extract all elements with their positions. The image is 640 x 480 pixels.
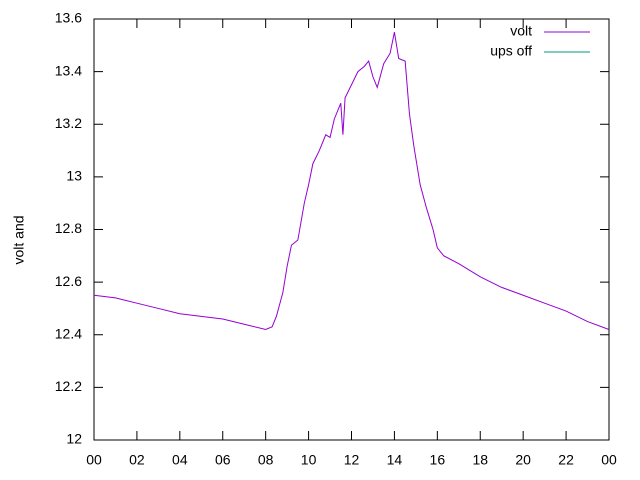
y-tick-label: 13.2 <box>55 115 82 131</box>
y-tick-label: 12.4 <box>55 325 82 341</box>
x-tick-label: 12 <box>344 452 360 468</box>
y-axis-label: volt and <box>11 215 27 264</box>
x-tick-label: 22 <box>558 452 574 468</box>
x-tick-label: 10 <box>301 452 317 468</box>
y-tick-label: 12.2 <box>55 378 82 394</box>
x-tick-label: 08 <box>258 452 274 468</box>
legend-label: volt <box>510 23 532 39</box>
y-tick-label: 13 <box>66 168 82 184</box>
data-line <box>93 32 610 331</box>
x-tick-label: 02 <box>129 452 145 468</box>
x-tick-label: 16 <box>430 452 446 468</box>
x-tick-label: 14 <box>387 452 403 468</box>
y-tick-label: 13.4 <box>55 62 82 78</box>
x-tick-label: 06 <box>215 452 231 468</box>
x-tick-label: 00 <box>86 452 102 468</box>
y-tick-label: 12 <box>66 431 82 447</box>
x-tick-label: 04 <box>172 452 188 468</box>
y-tick-label: 12.6 <box>55 273 82 289</box>
x-tick-label: 00 <box>601 452 617 468</box>
plot-frame <box>93 18 610 441</box>
x-tick-label: 18 <box>472 452 488 468</box>
x-tick-label: 20 <box>515 452 531 468</box>
y-tick-label: 13.6 <box>55 10 82 26</box>
legend-label: ups off <box>490 43 532 59</box>
y-tick-label: 12.8 <box>55 220 82 236</box>
